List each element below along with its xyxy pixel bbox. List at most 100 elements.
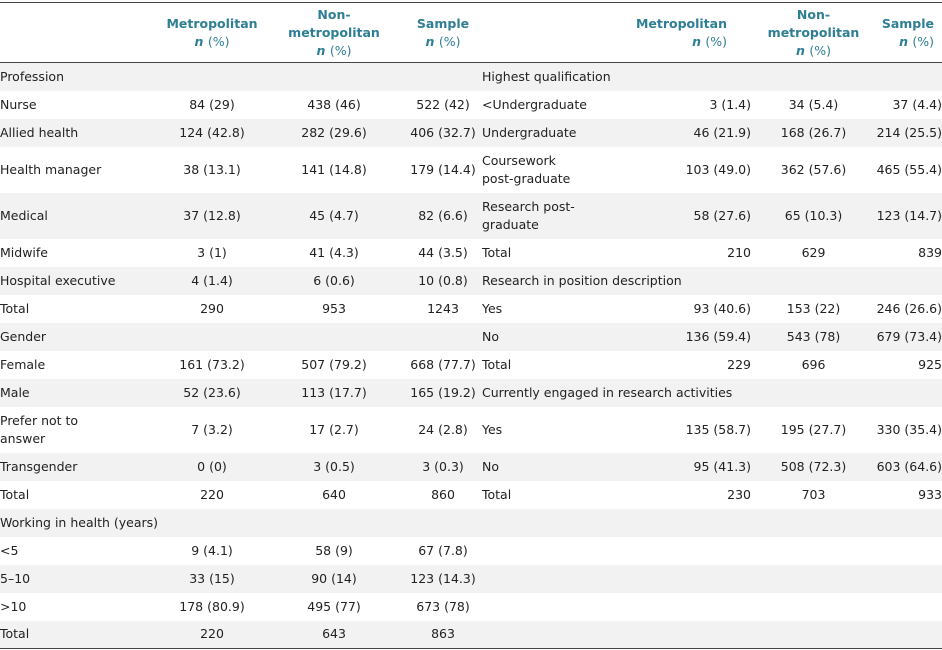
table-row: Midwife 3 (1) 41 (4.3) 44 (3.5) Total 210 629 8…	[0, 238, 942, 267]
cell-sample: 123 (14.3)	[404, 564, 482, 593]
header-pct: (%)	[912, 33, 934, 49]
table-row: Gender No 136 (59.4) 543 (78) 679 (73.4)	[0, 322, 942, 351]
cell-metropolitan: 58 (27.6)	[627, 192, 751, 239]
cell-sample: 860	[404, 480, 482, 509]
cell-non-metropolitan	[264, 62, 404, 91]
header-n: n	[194, 33, 204, 49]
cell-metropolitan: 229	[627, 350, 751, 379]
row-label: Medical	[0, 192, 160, 239]
cell-sample: 37 (4.4)	[876, 90, 942, 119]
cell-non-metropolitan: 495 (77)	[264, 592, 404, 621]
cell-non-metropolitan: 65 (10.3)	[751, 192, 876, 239]
header-n: n	[316, 42, 326, 58]
cell-metropolitan	[627, 508, 751, 537]
cell-sample: 179 (14.4)	[404, 146, 482, 193]
cell-metropolitan: 3 (1)	[160, 238, 264, 267]
cell-sample: 24 (2.8)	[404, 406, 482, 453]
header-label: Metropolitan	[635, 15, 727, 31]
cell-metropolitan: 210	[627, 238, 751, 267]
cell-metropolitan: 161 (73.2)	[160, 350, 264, 379]
header-pct: (%)	[705, 33, 727, 49]
table-row: Transgender 0 (0) 3 (0.5) 3 (0.3) No 95 (41.3…	[0, 452, 942, 481]
header-n: n	[692, 33, 701, 49]
cell-sample: 123 (14.7)	[876, 192, 942, 239]
cell-metropolitan	[627, 592, 751, 621]
table-row: >10 178 (80.9) 495 (77) 673 (78)	[0, 592, 942, 621]
row-label	[482, 592, 627, 621]
cell-sample: 603 (64.6)	[876, 452, 942, 481]
row-label: >10	[0, 592, 160, 621]
cell-metropolitan: 230	[627, 480, 751, 509]
cell-metropolitan: 178 (80.9)	[160, 592, 264, 621]
cell-metropolitan: 103 (49.0)	[627, 146, 751, 193]
cell-non-metropolitan	[751, 620, 876, 649]
cell-non-metropolitan	[751, 536, 876, 565]
header-label: Non-	[796, 6, 831, 22]
cell-sample: 214 (25.5)	[876, 118, 942, 147]
header-label: Sample	[416, 15, 470, 31]
cell-non-metropolitan: 45 (4.7)	[264, 192, 404, 239]
header-n: n	[796, 42, 805, 58]
table-row: Total 220 640 860 Total 230 703 933	[0, 480, 942, 509]
cell-non-metropolitan	[751, 564, 876, 593]
cell-metropolitan	[627, 536, 751, 565]
row-label: No	[482, 452, 627, 481]
cell-metropolitan: 33 (15)	[160, 564, 264, 593]
cell-metropolitan: 220	[160, 620, 264, 649]
row-label: Allied health	[0, 118, 160, 147]
cell-sample: 925	[876, 350, 942, 379]
row-label: Health manager	[0, 146, 160, 193]
header-pct: (%)	[207, 33, 230, 49]
cell-non-metropolitan	[751, 266, 876, 295]
header-pct: (%)	[438, 33, 461, 49]
row-label: Prefer not to answer	[0, 406, 160, 453]
header-row: Metropolitan n (%) Non- metropolitan n (…	[0, 2, 942, 63]
row-label: Gender	[0, 322, 160, 351]
cell-sample: 406 (32.7)	[404, 118, 482, 147]
cell-metropolitan	[160, 508, 264, 537]
cell-non-metropolitan: 34 (5.4)	[751, 90, 876, 119]
cell-sample: 3 (0.3)	[404, 452, 482, 481]
cell-non-metropolitan: 543 (78)	[751, 322, 876, 351]
cell-non-metropolitan	[264, 322, 404, 351]
cell-non-metropolitan: 168 (26.7)	[751, 118, 876, 147]
table-row: Profession Highest qualification	[0, 62, 942, 91]
cell-sample: 839	[876, 238, 942, 267]
cell-sample	[876, 536, 942, 565]
cell-sample	[876, 378, 942, 407]
header-label: Metropolitan	[166, 15, 258, 31]
cell-sample	[876, 62, 942, 91]
cell-non-metropolitan: 703	[751, 480, 876, 509]
table-row: Male 52 (23.6) 113 (17.7) 165 (19.2) Current…	[0, 378, 942, 407]
cell-sample: 82 (6.6)	[404, 192, 482, 239]
cell-sample: 165 (19.2)	[404, 378, 482, 407]
table-row: Prefer not to answer 7 (3.2) 17 (2.7) 24 (2…	[0, 406, 942, 453]
cell-non-metropolitan: 195 (27.7)	[751, 406, 876, 453]
cell-non-metropolitan: 438 (46)	[264, 90, 404, 119]
row-label: Highest qualification	[482, 62, 627, 91]
cell-sample: 679 (73.4)	[876, 322, 942, 351]
table-row: 5–10 33 (15) 90 (14) 123 (14.3)	[0, 564, 942, 593]
row-label	[482, 620, 627, 649]
header-pct: (%)	[329, 42, 352, 58]
row-label: <5	[0, 536, 160, 565]
row-label: 5–10	[0, 564, 160, 593]
row-label: Research post-graduate	[482, 192, 627, 239]
cell-non-metropolitan: 696	[751, 350, 876, 379]
cell-non-metropolitan: 6 (0.6)	[264, 266, 404, 295]
row-label: Nurse	[0, 90, 160, 119]
row-label: No	[482, 322, 627, 351]
cell-sample: 10 (0.8)	[404, 266, 482, 295]
cell-metropolitan: 0 (0)	[160, 452, 264, 481]
row-label: <Undergraduate	[482, 90, 627, 119]
row-label: Profession	[0, 62, 160, 91]
cell-metropolitan: 38 (13.1)	[160, 146, 264, 193]
cell-non-metropolitan: 362 (57.6)	[751, 146, 876, 193]
row-label: Total	[0, 294, 160, 323]
table-row: Allied health 124 (42.8) 282 (29.6) 406 (32…	[0, 118, 942, 147]
cell-non-metropolitan	[751, 378, 876, 407]
cell-sample: 863	[404, 620, 482, 649]
header-n: n	[899, 33, 908, 49]
cell-sample: 673 (78)	[404, 592, 482, 621]
cell-sample: 465 (55.4)	[876, 146, 942, 193]
